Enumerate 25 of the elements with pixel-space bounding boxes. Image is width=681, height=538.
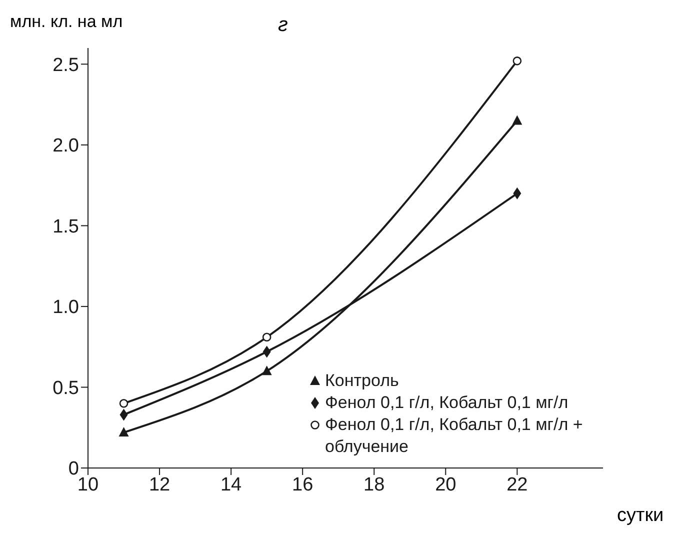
y-tick-label: 2.5 [52,54,79,76]
x-tick-label: 18 [364,474,385,496]
x-tick-label: 16 [292,474,314,496]
chart-title: г [278,14,288,37]
y-tick-label: 0 [68,458,79,480]
y-tick-label: 1.5 [52,216,79,238]
point [262,332,272,342]
point [512,56,522,66]
y-tick-label: 2.0 [52,136,79,157]
point [118,426,129,436]
legend-label: Фенол 0,1 г/л, Кобальт 0,1 мг/л [325,392,568,414]
y-tick-label: 1.0 [52,297,79,318]
x-tick-label: 22 [506,474,528,496]
point [512,115,522,125]
x-tick-label: 12 [148,474,170,496]
x-tick-label: 14 [220,474,242,496]
x-tick-label: 20 [435,474,456,496]
legend-label: Контроль [325,370,399,392]
y-tick-label: 0.5 [52,378,79,399]
x-tick-label: 10 [77,474,99,496]
y-axis-title: млн. кл. на мл [10,12,123,32]
x-axis-title: сутки [617,505,664,527]
point [119,398,128,408]
point [262,366,272,376]
legend-label: Фенол 0,1 г/л, Кобальт 0,1 мг/л + облучение [325,414,584,458]
